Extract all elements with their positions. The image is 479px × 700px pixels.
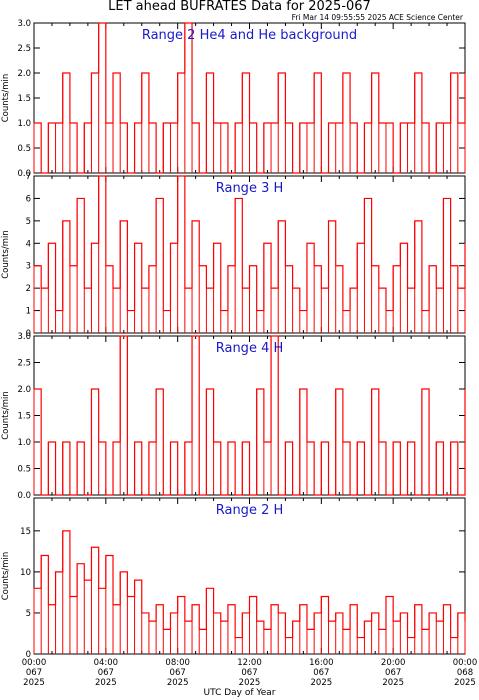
series-line <box>34 22 466 174</box>
y-tick-label: 0.0 <box>17 491 31 501</box>
page-subtitle: Fri Mar 14 09:55:55 2025 ACE Science Cen… <box>291 13 463 22</box>
y-tick-label: 0.5 <box>17 144 31 154</box>
y-tick-label: 0 <box>26 329 31 339</box>
panel-title: Range 3 H <box>216 181 284 196</box>
panel-3: 0.0 0.5 1.0 1.5 2.0 2.5 3.0 Counts/min Range 4 H <box>1 332 466 501</box>
y-tick-label: 2.0 <box>17 385 31 395</box>
y-tick-label: 2 <box>26 284 31 294</box>
y-axis-label: Counts/min <box>1 552 11 601</box>
y-tick-label: 0.5 <box>17 465 31 475</box>
x-tick-label: 16:00 <box>309 658 334 668</box>
y-tick-label: 3.0 <box>17 19 31 29</box>
x-tick-label: 067 <box>26 668 42 678</box>
x-tick-label: 2025 <box>454 678 476 688</box>
y-tick-label: 15 <box>20 527 31 537</box>
y-tick-label: 1.5 <box>17 412 31 422</box>
x-tick-label: 2025 <box>311 678 333 688</box>
y-tick-label: 2.5 <box>17 359 31 369</box>
x-axis-title: UTC Day of Year <box>203 688 276 698</box>
y-tick-label: 5 <box>26 609 31 619</box>
panel-title: Range 4 H <box>216 341 284 356</box>
y-tick-label: 2.5 <box>17 44 31 54</box>
x-tick-label: 12:00 <box>237 658 262 668</box>
panel-title: Range 2 He4 and He background <box>142 28 357 43</box>
x-tick-label: 04:00 <box>94 658 119 668</box>
x-tick-label: 2025 <box>167 678 189 688</box>
panel-4: 0 5 10 15 Counts/min Range 2 H <box>1 497 466 660</box>
x-tick-label: 067 <box>313 668 329 678</box>
y-tick-label: 0.0 <box>17 169 31 179</box>
y-tick-label: 4 <box>26 239 31 249</box>
series-line <box>34 175 466 312</box>
page-title: LET ahead BUFRATES Data for 2025-067 <box>108 0 371 14</box>
y-axis-label: Counts/min <box>1 230 11 279</box>
y-tick-label: 1.0 <box>17 119 31 129</box>
y-tick-label: 0 <box>26 650 31 660</box>
x-tick-label: 00:00 <box>453 658 478 668</box>
x-tick-label: 067 <box>385 668 401 678</box>
y-tick-label: 1.5 <box>17 94 31 104</box>
y-tick-label: 5 <box>26 217 31 227</box>
y-tick-label: 10 <box>20 568 31 578</box>
y-tick-label: 6 <box>26 194 31 204</box>
x-tick-label: 2025 <box>382 678 404 688</box>
x-tick-label: 067 <box>98 668 114 678</box>
panel-1: 0.0 0.5 1.0 1.5 2.0 2.5 3.0 Counts/min Range 2 H… <box>1 19 466 179</box>
x-tick-label: 08:00 <box>165 658 190 668</box>
x-tick-label: 20:00 <box>381 658 406 668</box>
x-tick-label: 2025 <box>239 678 261 688</box>
y-tick-label: 3 <box>26 262 31 272</box>
x-tick-label: 00:00 <box>22 658 47 668</box>
y-tick-label: 1.0 <box>17 438 31 448</box>
y-tick-label: 7 <box>26 172 31 182</box>
panel-title: Range 2 H <box>216 503 284 518</box>
x-tick-label: 2025 <box>95 678 117 688</box>
x-tick-label: 2025 <box>23 678 45 688</box>
y-tick-label: 1 <box>26 307 31 317</box>
y-tick-label: 2.0 <box>17 69 31 79</box>
x-tick-label: 067 <box>241 668 257 678</box>
x-tick-label: 068 <box>457 668 473 678</box>
x-tick-label: 067 <box>170 668 186 678</box>
panel-2: 0 1 2 3 4 5 6 7 Counts/min Range 3 H <box>1 172 466 339</box>
y-axis-label: Counts/min <box>1 391 11 440</box>
y-tick-label: 3.0 <box>17 332 31 342</box>
x-axis-ticks: 00:00067202504:00067202508:00067202512:0… <box>22 658 478 688</box>
y-axis-label: Counts/min <box>1 74 11 123</box>
